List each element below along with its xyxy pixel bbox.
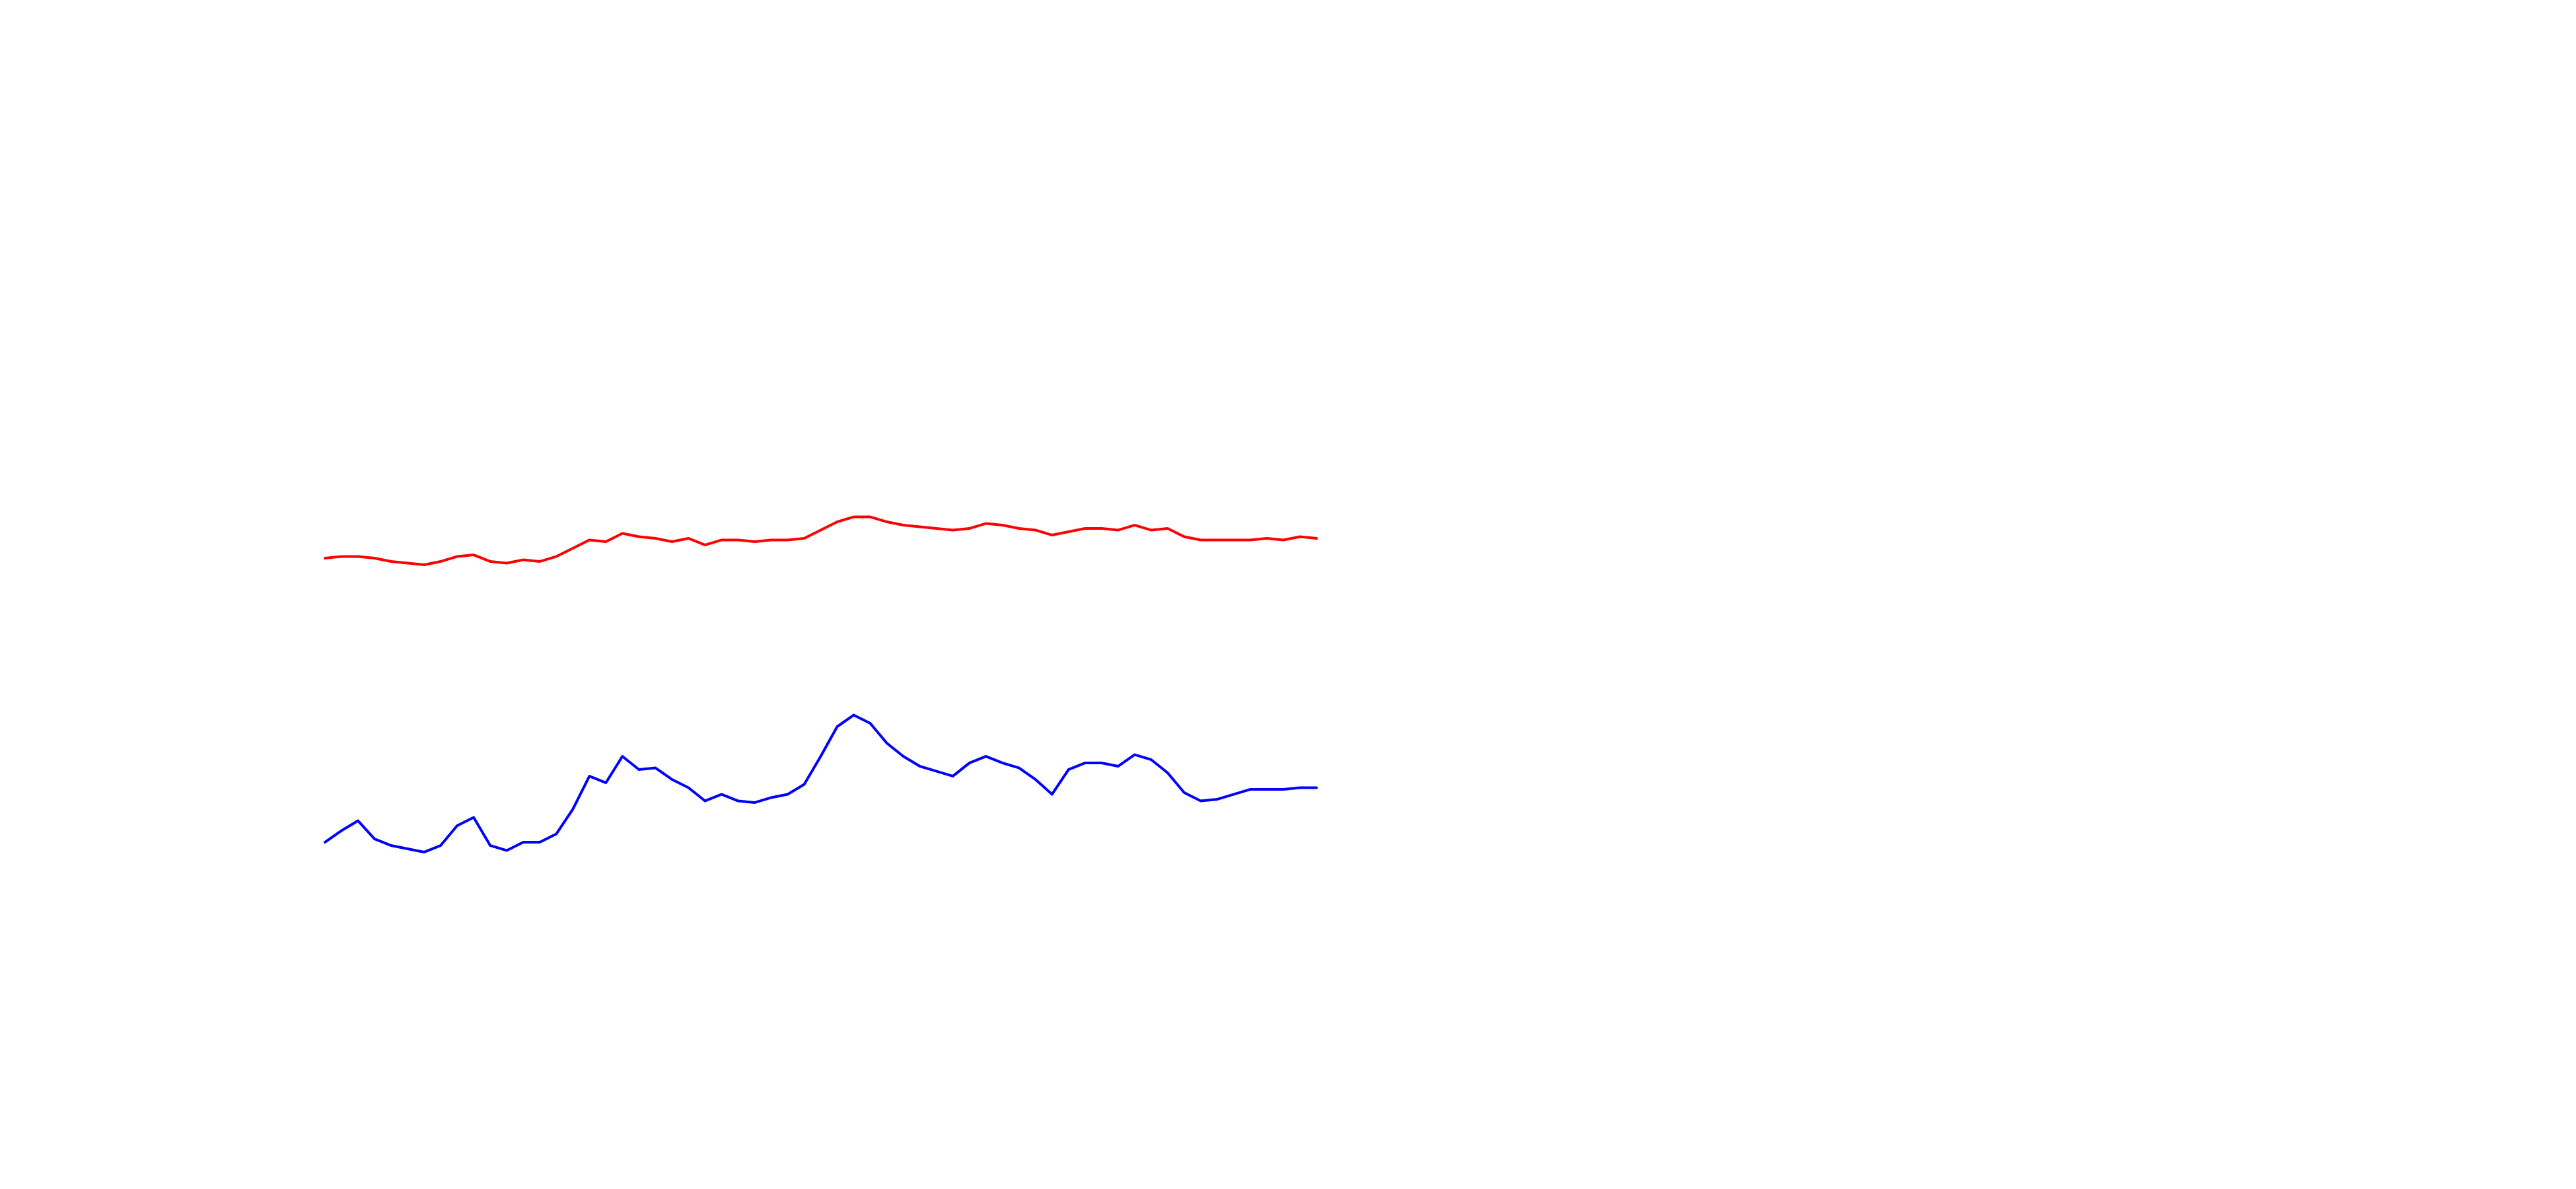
series-line xyxy=(324,515,1318,566)
series-line xyxy=(324,713,1318,853)
